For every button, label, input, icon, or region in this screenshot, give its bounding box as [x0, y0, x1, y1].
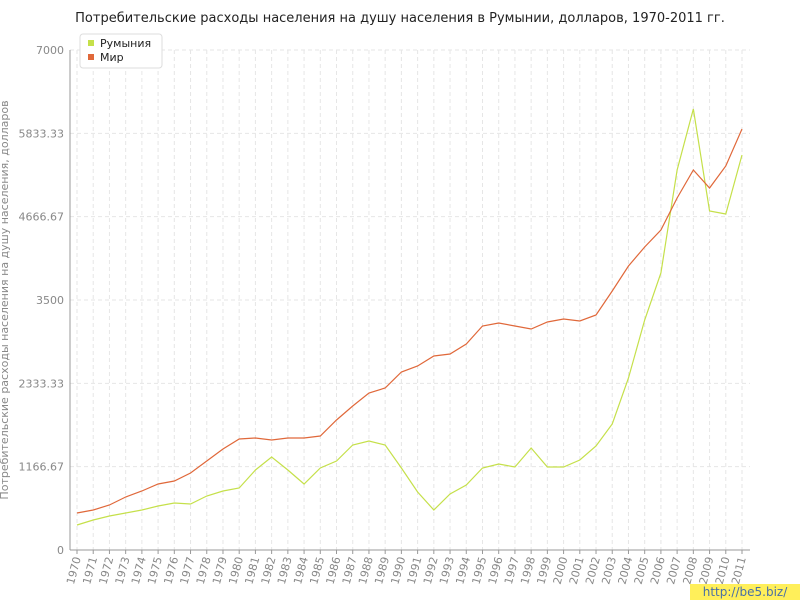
y-tick-label: 5833.33	[19, 127, 65, 140]
y-tick-label: 2333.33	[19, 377, 65, 390]
line-series	[76, 128, 743, 514]
legend-swatch	[88, 40, 94, 46]
y-tick-label: 0	[57, 544, 64, 557]
watermark: http://be5.biz/	[703, 585, 788, 599]
legend-swatch	[88, 54, 94, 60]
legend-box	[79, 33, 163, 69]
y-tick-label: 7000	[36, 44, 64, 57]
y-axis-label: Потребительские расходы населения на душ…	[0, 100, 11, 499]
watermark-bg	[690, 584, 800, 600]
chart-title: Потребительские расходы населения на душ…	[75, 11, 725, 26]
legend-text: Румыния	[100, 37, 151, 50]
y-tick-label: 3500	[36, 294, 64, 307]
legend-text: Мир	[100, 51, 124, 64]
y-tick-label: 4666.67	[19, 211, 65, 224]
y-tick-label: 1166.67	[19, 461, 65, 474]
line-series	[76, 108, 743, 526]
